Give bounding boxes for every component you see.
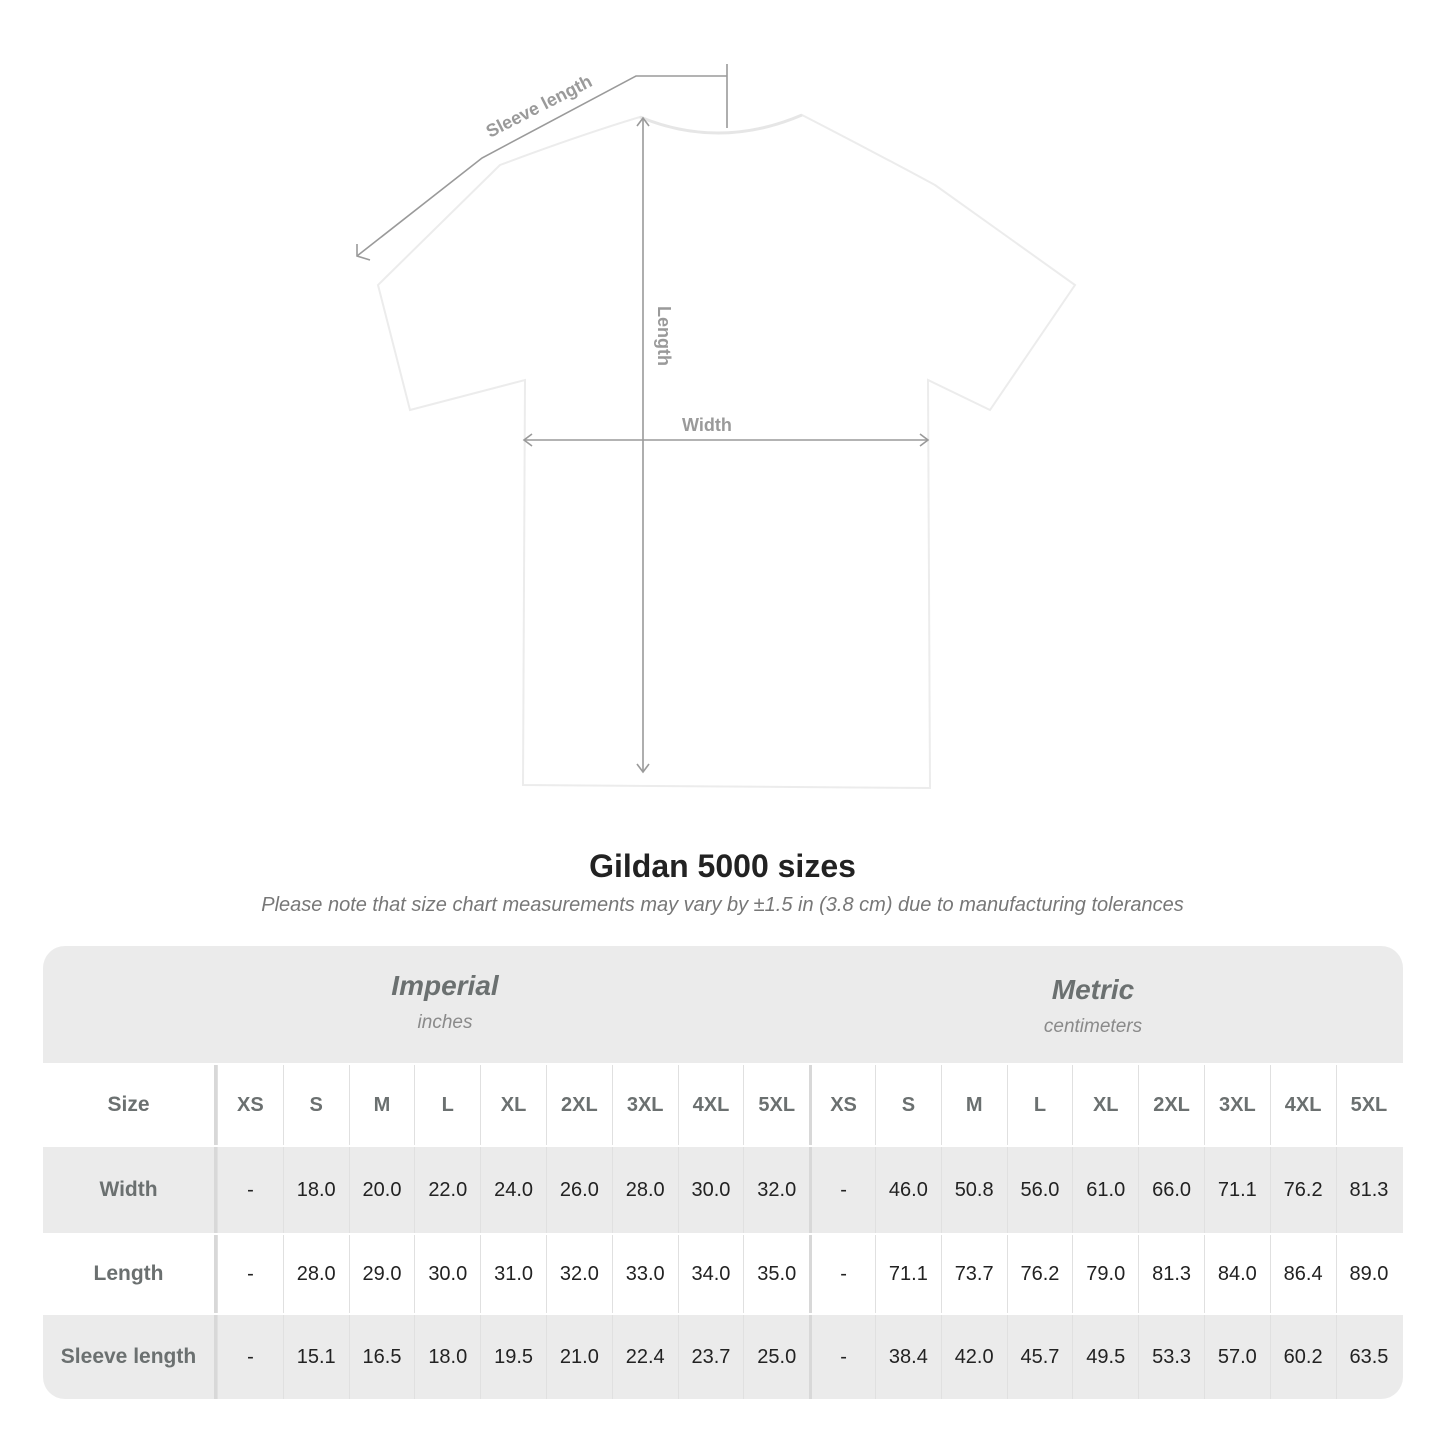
size-header-row: Size XS S M L XL 2XL 3XL 4XL 5XL XS S M L XL 2XL 3XL 4XL 5…	[43, 1065, 1403, 1145]
value-cell-metric: 57.0	[1203, 1315, 1270, 1399]
size-header-metric: XL	[1072, 1065, 1138, 1145]
value-cell-imperial: -	[217, 1147, 283, 1233]
size-header-imperial: S	[282, 1065, 349, 1145]
value-cell-metric: 71.1	[1203, 1147, 1270, 1233]
value-cell-metric: 81.3	[1138, 1235, 1204, 1313]
size-header-metric: L	[1006, 1065, 1073, 1145]
size-header-metric: 5XL	[1335, 1065, 1402, 1145]
value-cell-metric: -	[809, 1147, 875, 1233]
value-cell-imperial: -	[217, 1235, 283, 1313]
value-cell-imperial: 30.0	[677, 1147, 744, 1233]
value-cell-metric: -	[809, 1235, 875, 1313]
value-cell-metric: 89.0	[1335, 1235, 1402, 1313]
metric-unit: centimeters	[1043, 1016, 1143, 1037]
value-cell-metric: 46.0	[874, 1147, 941, 1233]
value-cell-imperial: 29.0	[348, 1235, 415, 1313]
size-header-imperial: 5XL	[743, 1065, 809, 1145]
value-cell-metric: 61.0	[1072, 1147, 1138, 1233]
value-cell-imperial: 30.0	[414, 1235, 480, 1313]
value-cell-imperial: 23.7	[677, 1315, 744, 1399]
value-cell-metric: 53.3	[1138, 1315, 1204, 1399]
value-cell-metric: -	[809, 1315, 875, 1399]
value-cell-imperial: 28.0	[611, 1147, 678, 1233]
size-header-imperial: XS	[217, 1065, 283, 1145]
value-cell-metric: 49.5	[1072, 1315, 1138, 1399]
value-cell-imperial: 19.5	[480, 1315, 546, 1399]
value-cell-imperial: 20.0	[348, 1147, 415, 1233]
size-header-imperial: 3XL	[611, 1065, 678, 1145]
value-cell-imperial: 24.0	[480, 1147, 546, 1233]
metric-header: Metric centimeters	[843, 974, 1343, 1038]
value-cell-metric: 84.0	[1203, 1235, 1270, 1313]
tshirt-diagram: Sleeve length Length Width	[356, 64, 1077, 790]
value-cell-imperial: 32.0	[743, 1147, 809, 1233]
value-cell-imperial: 22.4	[611, 1315, 678, 1399]
size-header-imperial: 2XL	[545, 1065, 612, 1145]
value-cell-imperial: 33.0	[611, 1235, 678, 1313]
value-cell-metric: 73.7	[940, 1235, 1007, 1313]
size-header-metric: S	[874, 1065, 941, 1145]
row-label: Length	[43, 1235, 217, 1313]
size-header-metric: M	[940, 1065, 1007, 1145]
value-cell-metric: 60.2	[1269, 1315, 1336, 1399]
value-cell-imperial: 18.0	[414, 1315, 480, 1399]
value-cell-metric: 86.4	[1269, 1235, 1336, 1313]
value-cell-imperial: 26.0	[545, 1147, 612, 1233]
value-cell-metric: 66.0	[1138, 1147, 1204, 1233]
size-table: Imperial inches Metric centimeters Size X…	[43, 946, 1403, 1399]
size-header-imperial: L	[414, 1065, 480, 1145]
value-cell-metric: 45.7	[1006, 1315, 1073, 1399]
value-cell-imperial: 35.0	[743, 1235, 809, 1313]
value-cell-imperial: 22.0	[414, 1147, 480, 1233]
size-header-imperial: 4XL	[677, 1065, 744, 1145]
table-row: Length -28.0 29.0 30.0 31.0 32.0 33.0 34.0 35.0-…	[43, 1235, 1403, 1313]
value-cell-imperial: -	[217, 1315, 283, 1399]
sleeve-length-line	[356, 75, 727, 257]
row-label: Sleeve length	[43, 1315, 217, 1399]
value-cell-metric: 50.8	[940, 1147, 1007, 1233]
imperial-title: Imperial	[391, 970, 499, 1001]
size-header-metric: 3XL	[1203, 1065, 1270, 1145]
width-label: Width	[682, 415, 732, 435]
value-cell-imperial: 15.1	[282, 1315, 349, 1399]
row-label: Size	[43, 1065, 217, 1145]
table-row: Width -18.0 20.0 22.0 24.0 26.0 28.0 30.0 32.0-4…	[43, 1147, 1403, 1233]
size-header-imperial: M	[348, 1065, 415, 1145]
value-cell-metric: 56.0	[1006, 1147, 1073, 1233]
length-label: Length	[654, 306, 674, 366]
size-header-metric: XS	[809, 1065, 875, 1145]
value-cell-metric: 38.4	[874, 1315, 941, 1399]
value-cell-metric: 76.2	[1269, 1147, 1336, 1233]
value-cell-metric: 42.0	[940, 1315, 1007, 1399]
metric-title: Metric	[1051, 974, 1135, 1005]
value-cell-imperial: 18.0	[282, 1147, 349, 1233]
value-cell-imperial: 25.0	[743, 1315, 809, 1399]
units-header: Imperial inches Metric centimeters	[43, 946, 1403, 1063]
size-header-metric: 2XL	[1138, 1065, 1204, 1145]
value-cell-metric: 81.3	[1335, 1147, 1402, 1233]
value-cell-imperial: 32.0	[545, 1235, 612, 1313]
value-cell-metric: 79.0	[1072, 1235, 1138, 1313]
size-header-imperial: XL	[480, 1065, 546, 1145]
imperial-unit: inches	[417, 1012, 473, 1033]
imperial-header: Imperial inches	[195, 970, 695, 1034]
value-cell-imperial: 31.0	[480, 1235, 546, 1313]
value-cell-imperial: 34.0	[677, 1235, 744, 1313]
tolerance-note: Please note that size chart measurements…	[261, 894, 1184, 916]
page-title: Gildan 5000 sizes	[589, 848, 856, 884]
value-cell-imperial: 28.0	[282, 1235, 349, 1313]
row-label: Width	[43, 1147, 217, 1233]
value-cell-metric: 71.1	[874, 1235, 941, 1313]
value-cell-imperial: 21.0	[545, 1315, 612, 1399]
value-cell-imperial: 16.5	[348, 1315, 415, 1399]
size-header-metric: 4XL	[1269, 1065, 1336, 1145]
value-cell-metric: 63.5	[1335, 1315, 1402, 1399]
table-row: Sleeve length -15.1 16.5 18.0 19.5 21.0 22.4 23…	[43, 1315, 1403, 1399]
tshirt-shape	[376, 113, 1077, 790]
value-cell-metric: 76.2	[1006, 1235, 1073, 1313]
